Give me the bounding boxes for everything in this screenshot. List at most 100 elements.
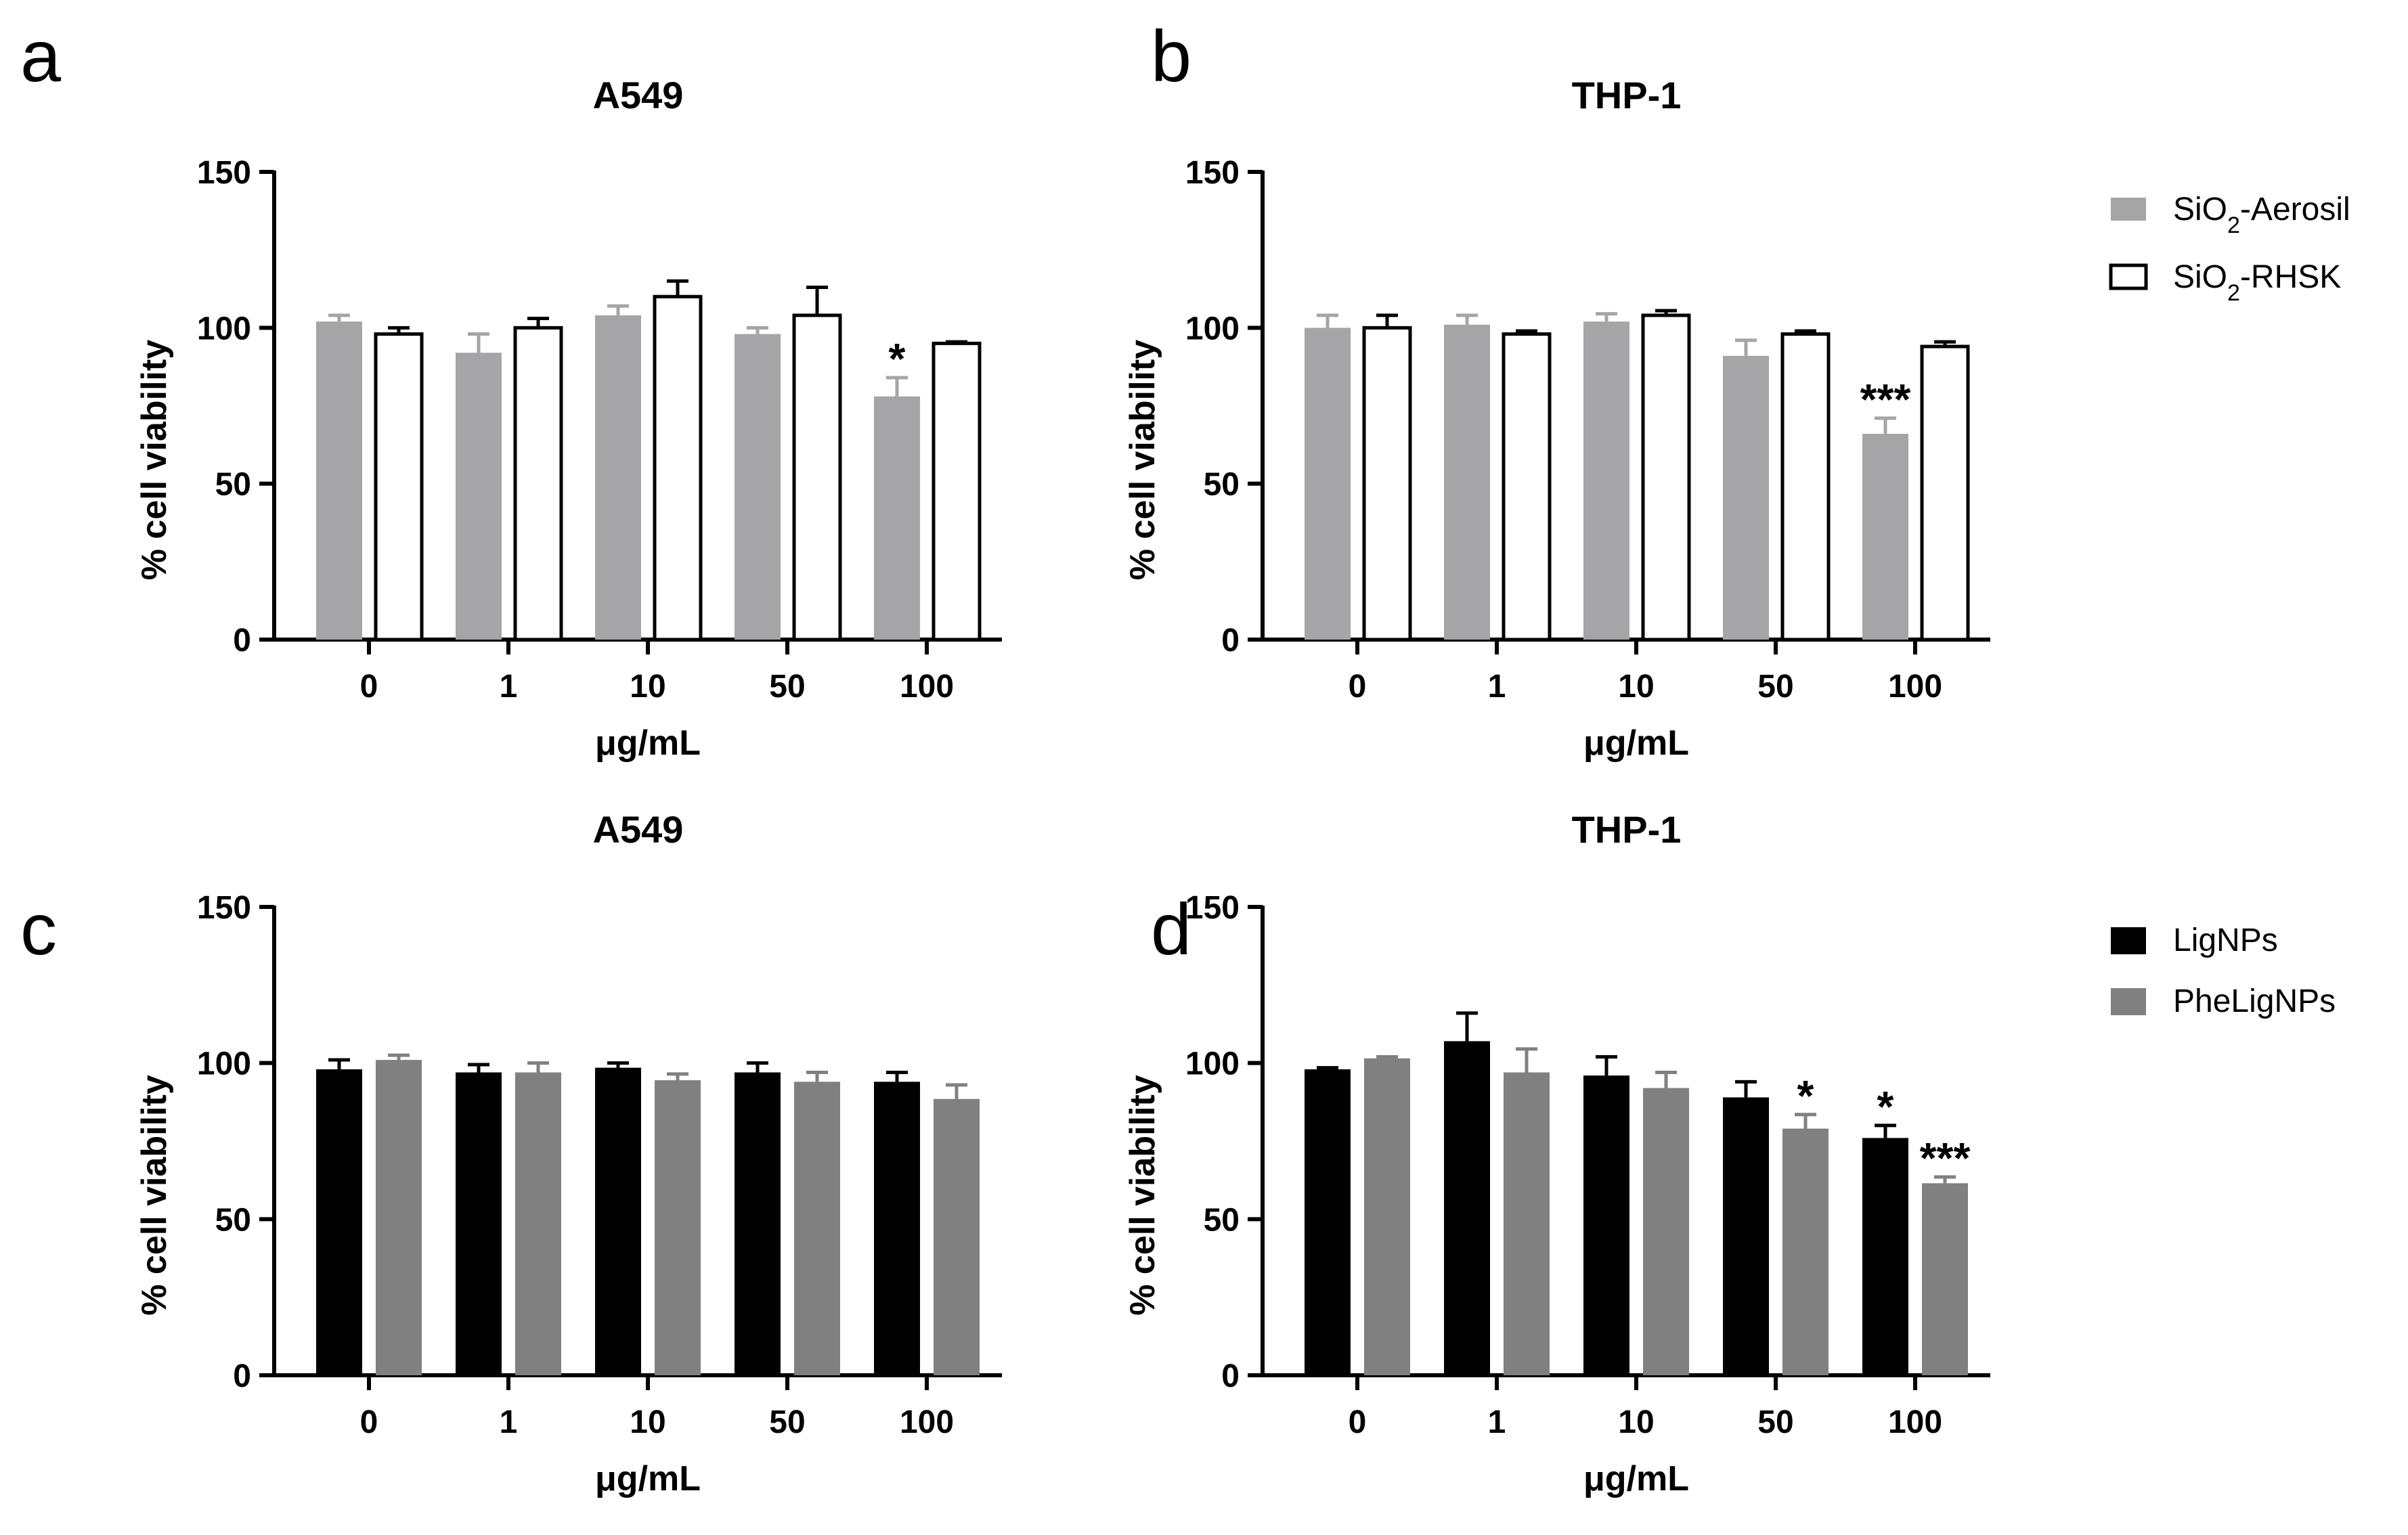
bar bbox=[1362, 326, 1412, 642]
x-tick-label: 1 bbox=[500, 669, 518, 705]
chart-title: THP-1 bbox=[1572, 808, 1682, 851]
legend-label-lignps: LigNPs bbox=[2173, 922, 2278, 958]
y-tick-label: 0 bbox=[1221, 1358, 1240, 1394]
y-tick-label: 150 bbox=[1185, 890, 1240, 926]
y-tick-label: 150 bbox=[1185, 155, 1240, 191]
y-tick-label: 50 bbox=[215, 467, 251, 503]
bar bbox=[1444, 324, 1490, 640]
y-tick-label: 150 bbox=[197, 890, 251, 926]
bar bbox=[515, 1072, 561, 1375]
chart-title: THP-1 bbox=[1572, 74, 1682, 116]
legend-swatch-rhsk bbox=[2109, 263, 2148, 290]
bar bbox=[513, 326, 563, 642]
bar bbox=[1305, 328, 1351, 640]
significance-label: * bbox=[1797, 1071, 1814, 1120]
y-axis-label: % cell viability bbox=[1123, 340, 1162, 581]
chart-title: A549 bbox=[593, 808, 684, 851]
legend-bottom: LigNPs PheLigNPs bbox=[2111, 922, 2336, 1019]
bar bbox=[376, 1060, 422, 1375]
x-tick-label: 100 bbox=[1888, 1404, 1942, 1440]
bar bbox=[316, 1069, 362, 1375]
bar bbox=[1444, 1041, 1490, 1375]
bar bbox=[874, 1082, 920, 1375]
bar bbox=[735, 334, 781, 640]
y-tick-label: 50 bbox=[1204, 467, 1240, 503]
bar bbox=[792, 313, 842, 642]
x-axis-label: μg/mL bbox=[1583, 1459, 1689, 1498]
chart-panel-a: a A549 0 50 100 150 % cell viability 0 1 10 50 100 *… bbox=[20, 15, 1002, 763]
bar bbox=[1723, 1097, 1769, 1375]
bar bbox=[456, 1072, 502, 1375]
bar bbox=[374, 332, 424, 642]
bar bbox=[1583, 321, 1629, 640]
bar bbox=[1305, 1069, 1351, 1375]
x-tick-label: 0 bbox=[360, 1404, 378, 1440]
bar bbox=[595, 1067, 641, 1375]
bar bbox=[1723, 355, 1769, 640]
bar bbox=[1641, 313, 1691, 642]
bar bbox=[595, 315, 641, 640]
bar bbox=[1502, 332, 1552, 642]
y-axis-label: % cell viability bbox=[135, 340, 174, 581]
x-tick-label: 100 bbox=[900, 669, 954, 705]
bar bbox=[1583, 1075, 1629, 1375]
x-tick-label: 50 bbox=[1757, 1404, 1793, 1440]
bar bbox=[794, 1082, 840, 1375]
bar bbox=[874, 396, 920, 640]
bar bbox=[653, 294, 703, 642]
y-tick-label: 100 bbox=[197, 311, 251, 347]
panel-letter: d bbox=[1151, 888, 1191, 970]
chart-panel-d: d THP-1 0 50 100 150 % cell viability 0 1 10 50 * 10… bbox=[1123, 808, 1990, 1498]
bar bbox=[735, 1072, 781, 1375]
bar bbox=[1504, 1072, 1550, 1375]
x-axis-label: μg/mL bbox=[595, 724, 701, 763]
legend-label-aerosil: SiO2-Aerosil bbox=[2173, 192, 2350, 238]
bar bbox=[1862, 433, 1908, 640]
bar bbox=[934, 1098, 980, 1375]
significance-label: * bbox=[1877, 1082, 1894, 1131]
y-tick-label: 100 bbox=[197, 1046, 251, 1082]
chart-panel-b: b THP-1 0 50 100 150 % cell viability 0 1 10 50 100… bbox=[1123, 15, 1990, 763]
x-tick-label: 0 bbox=[1349, 669, 1367, 705]
x-tick-label: 100 bbox=[1888, 669, 1942, 705]
y-tick-label: 50 bbox=[1204, 1202, 1240, 1238]
bar bbox=[316, 321, 362, 640]
y-tick-label: 50 bbox=[215, 1202, 251, 1238]
x-tick-label: 100 bbox=[900, 1404, 954, 1440]
bar bbox=[1922, 1183, 1968, 1375]
significance-label: * bbox=[889, 334, 906, 383]
x-tick-label: 1 bbox=[1488, 1404, 1506, 1440]
y-tick-label: 150 bbox=[197, 155, 251, 191]
legend-swatch-aerosil bbox=[2111, 198, 2146, 221]
bar bbox=[655, 1080, 701, 1375]
x-tick-label: 50 bbox=[1757, 669, 1793, 705]
legend-swatch-pheligs bbox=[2111, 988, 2146, 1015]
y-tick-label: 100 bbox=[1185, 1046, 1240, 1082]
x-axis-label: μg/mL bbox=[595, 1459, 701, 1498]
legend-top: SiO2-Aerosil SiO2-RHSK bbox=[2109, 192, 2350, 306]
panel-letter: b bbox=[1151, 15, 1191, 97]
y-tick-label: 100 bbox=[1185, 311, 1240, 347]
panel-letter: c bbox=[20, 888, 57, 970]
bar bbox=[1782, 1128, 1829, 1375]
x-tick-label: 10 bbox=[630, 1404, 665, 1440]
bar bbox=[1643, 1088, 1689, 1375]
x-tick-label: 10 bbox=[1618, 1404, 1654, 1440]
y-axis-label: % cell viability bbox=[135, 1075, 174, 1316]
legend-label-rhsk: SiO2-RHSK bbox=[2173, 259, 2341, 306]
significance-label: *** bbox=[1860, 375, 1911, 424]
x-tick-label: 10 bbox=[1618, 669, 1654, 705]
bar bbox=[1920, 344, 1970, 642]
bar bbox=[932, 341, 982, 642]
x-axis-label: μg/mL bbox=[1583, 724, 1689, 763]
y-tick-label: 0 bbox=[1221, 623, 1240, 659]
x-tick-label: 50 bbox=[769, 669, 805, 705]
significance-label: *** bbox=[1920, 1134, 1971, 1182]
y-tick-label: 0 bbox=[233, 1358, 251, 1394]
y-tick-label: 0 bbox=[233, 623, 251, 659]
bar bbox=[456, 353, 502, 640]
chart-panel-c: c A549 0 50 100 150 % cell viability 0 1 10 50 100 μ… bbox=[20, 808, 1002, 1498]
chart-title: A549 bbox=[593, 74, 684, 116]
x-tick-label: 1 bbox=[500, 1404, 518, 1440]
legend-label-pheligs: PheLigNPs bbox=[2173, 983, 2336, 1019]
